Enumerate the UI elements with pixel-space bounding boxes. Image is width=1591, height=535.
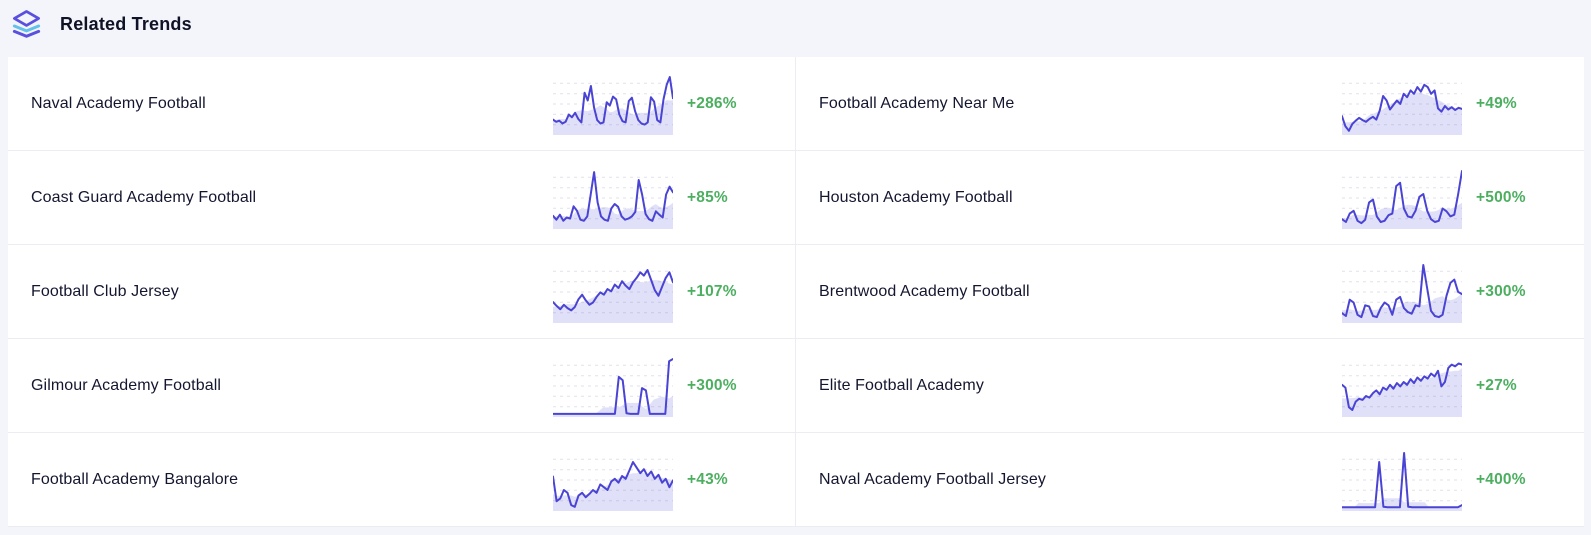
trend-sparkline-chart xyxy=(552,73,674,135)
trend-name: Brentwood Academy Football xyxy=(819,282,1030,300)
trend-name: Coast Guard Academy Football xyxy=(31,188,257,206)
trend-change-percent: +286% xyxy=(687,94,737,112)
section-title: Related Trends xyxy=(60,14,192,34)
trend-item[interactable]: Coast Guard Academy Football +85% xyxy=(8,151,796,245)
trend-name: Elite Football Academy xyxy=(819,376,984,394)
layers-icon xyxy=(9,9,43,41)
trend-change-percent: +49% xyxy=(1476,94,1517,112)
trend-item[interactable]: Football Academy Near Me +49% xyxy=(796,57,1584,151)
trend-name: Naval Academy Football xyxy=(31,94,206,112)
trend-sparkline-chart xyxy=(552,355,674,417)
trend-item[interactable]: Brentwood Academy Football +300% xyxy=(796,245,1584,339)
trend-change-percent: +85% xyxy=(687,188,728,206)
trend-change-percent: +300% xyxy=(687,376,737,394)
trend-name: Football Academy Bangalore xyxy=(31,470,239,488)
trend-sparkline-chart xyxy=(552,167,674,229)
trend-change-percent: +400% xyxy=(1476,470,1526,488)
trend-item[interactable]: Football Academy Bangalore +43% xyxy=(8,433,796,527)
trend-grid: Naval Academy Football +286% Football Ac… xyxy=(8,57,1584,527)
trend-sparkline-chart xyxy=(1341,355,1463,417)
trend-name: Football Club Jersey xyxy=(31,282,179,300)
trend-change-percent: +107% xyxy=(687,282,737,300)
trend-sparkline-chart xyxy=(1341,167,1463,229)
trend-item[interactable]: Gilmour Academy Football +300% xyxy=(8,339,796,433)
trend-item[interactable]: Naval Academy Football Jersey +400% xyxy=(796,433,1584,527)
trend-sparkline-chart xyxy=(1341,261,1463,323)
trend-name: Naval Academy Football Jersey xyxy=(819,470,1047,488)
trend-sparkline-chart xyxy=(1341,73,1463,135)
trend-name: Football Academy Near Me xyxy=(819,94,1015,112)
trend-item[interactable]: Naval Academy Football +286% xyxy=(8,57,796,151)
trend-sparkline-chart xyxy=(1341,449,1463,511)
trend-item[interactable]: Football Club Jersey +107% xyxy=(8,245,796,339)
trend-name: Houston Academy Football xyxy=(819,188,1013,206)
trend-sparkline-chart xyxy=(552,449,674,511)
trend-item[interactable]: Houston Academy Football +500% xyxy=(796,151,1584,245)
trend-change-percent: +500% xyxy=(1476,188,1526,206)
trend-change-percent: +43% xyxy=(687,470,728,488)
related-trends-header: Related Trends xyxy=(0,0,1591,57)
trend-change-percent: +300% xyxy=(1476,282,1526,300)
trend-change-percent: +27% xyxy=(1476,376,1517,394)
trend-item[interactable]: Elite Football Academy +27% xyxy=(796,339,1584,433)
trend-name: Gilmour Academy Football xyxy=(31,376,222,394)
trend-sparkline-chart xyxy=(552,261,674,323)
trends-panel: Naval Academy Football +286% Football Ac… xyxy=(8,57,1584,527)
